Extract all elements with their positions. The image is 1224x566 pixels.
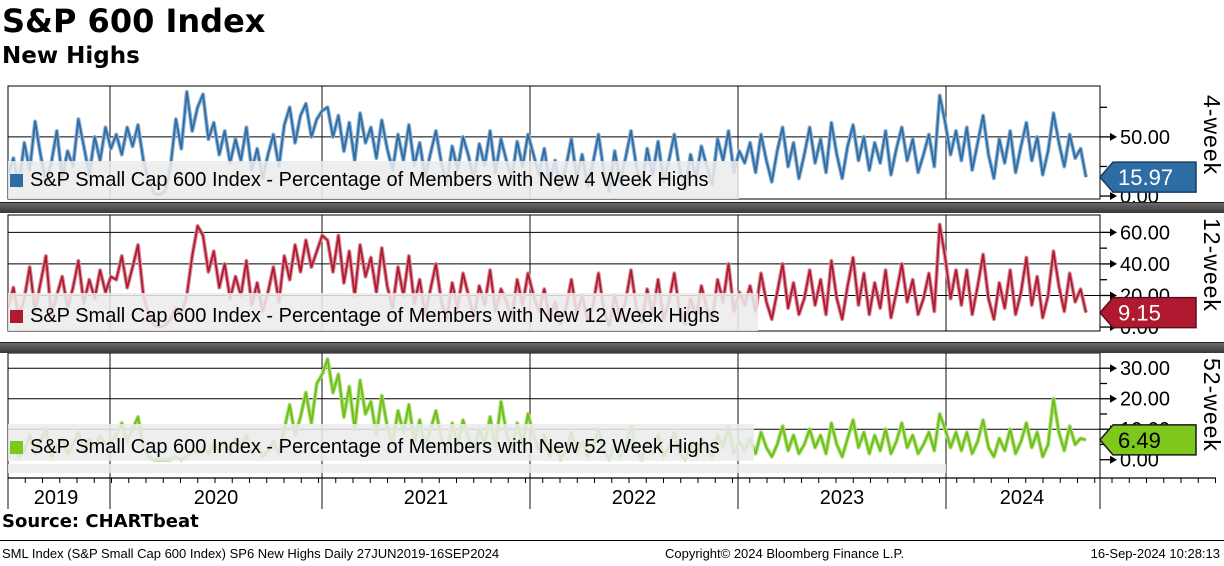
y-tick-arrow	[1110, 259, 1117, 268]
panel-separator-1	[0, 202, 1224, 213]
y-tick-label: 60.00	[1120, 222, 1170, 244]
panel-axis-label-52week: 52-week	[1199, 358, 1224, 452]
y-tick-arrow	[1110, 228, 1117, 237]
page-subtitle: New Highs	[2, 43, 140, 69]
legend-band-extra	[8, 464, 946, 473]
footer-divider	[0, 540, 1224, 541]
y-tick-arrow	[1110, 394, 1117, 403]
legend-label-12week: S&P Small Cap 600 Index - Percentage of …	[30, 305, 720, 327]
last-value-label: 6.49	[1118, 428, 1161, 453]
last-value-label: 9.15	[1118, 301, 1161, 326]
panel-axis-label-12week: 12-week	[1199, 218, 1224, 312]
legend-12week: S&P Small Cap 600 Index - Percentage of …	[10, 305, 720, 328]
legend-label-4week: S&P Small Cap 600 Index - Percentage of …	[30, 169, 709, 191]
year-label-2020: 2020	[193, 487, 239, 509]
y-tick-label: 50.00	[1120, 127, 1170, 149]
y-tick-arrow	[1110, 364, 1117, 373]
y-tick-label: 40.00	[1120, 254, 1170, 276]
panel-frame	[7, 85, 1101, 200]
year-label-2021: 2021	[403, 487, 449, 509]
legend-band-12week	[8, 293, 758, 331]
page-title: S&P 600 Index	[2, 2, 266, 40]
y-tick-arrow	[1110, 192, 1117, 201]
legend-4week: S&P Small Cap 600 Index - Percentage of …	[10, 169, 708, 192]
y-tick-label: 30.00	[1120, 358, 1170, 380]
legend-52week: S&P Small Cap 600 Index - Percentage of …	[10, 436, 720, 459]
last-value-tag	[1099, 424, 1197, 456]
year-label-2024: 2024	[999, 487, 1045, 509]
source-line: Source: CHARTbeat	[2, 511, 199, 532]
panel-frame	[7, 214, 1101, 332]
footer-copyright: Copyright© 2024 Bloomberg Finance L.P.	[665, 546, 905, 561]
year-label-2022: 2022	[611, 487, 657, 509]
last-value-tag	[1099, 296, 1197, 329]
y-tick-label: 20.00	[1120, 389, 1170, 411]
legend-band-4week	[8, 161, 739, 199]
y-tick-arrow	[1110, 291, 1117, 300]
panel-axis-label-4week: 4-week	[1199, 95, 1224, 176]
last-value-tag	[1099, 161, 1197, 193]
year-label-2023: 2023	[819, 487, 865, 509]
legend-label-52week: S&P Small Cap 600 Index - Percentage of …	[30, 436, 720, 458]
footer-timestamp: 16-Sep-2024 10:28:13	[1090, 546, 1220, 561]
panel-separator-2	[0, 342, 1224, 353]
y-tick-arrow	[1110, 132, 1117, 141]
y-tick-arrow	[1110, 455, 1117, 464]
legend-swatch-4week	[10, 174, 23, 187]
footer-security-info: SML Index (S&P Small Cap 600 Index) SP6 …	[2, 546, 500, 561]
legend-swatch-52week	[10, 441, 23, 454]
legend-band-52week	[8, 424, 754, 461]
legend-swatch-12week	[10, 310, 23, 323]
last-value-label: 15.97	[1118, 165, 1173, 190]
year-label-2019: 2019	[33, 487, 79, 509]
